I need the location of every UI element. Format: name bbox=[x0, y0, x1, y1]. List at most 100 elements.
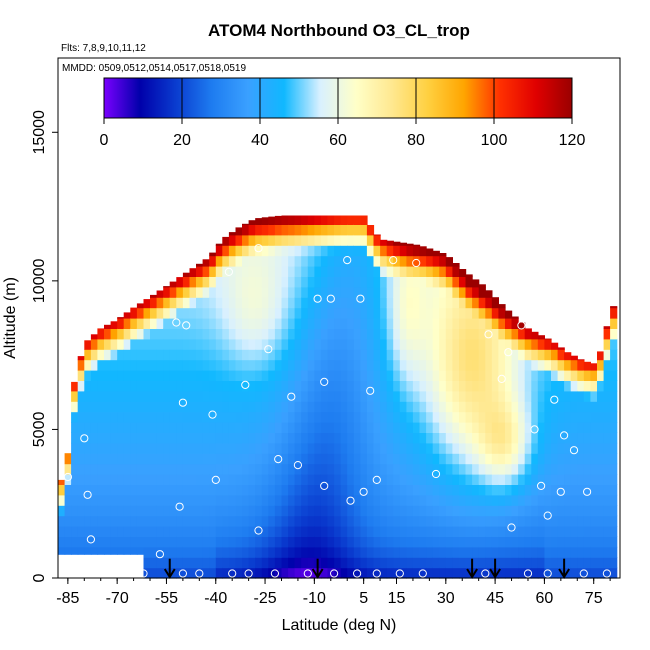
curtain-cell bbox=[360, 297, 368, 309]
curtain-cell bbox=[393, 505, 401, 517]
curtain-cell bbox=[419, 370, 427, 381]
curtain-cell bbox=[518, 546, 526, 558]
curtain-cell bbox=[281, 245, 289, 257]
curtain-cell bbox=[366, 307, 375, 319]
curtain-cell bbox=[610, 306, 618, 309]
curtain-cell bbox=[123, 359, 131, 371]
curtain-cell bbox=[412, 515, 421, 527]
curtain-cell bbox=[182, 318, 191, 329]
curtain-cell bbox=[524, 328, 532, 340]
curtain-cell bbox=[399, 307, 407, 319]
curtain-cell bbox=[498, 567, 506, 579]
curtain-cell bbox=[531, 338, 539, 350]
curtain-cell bbox=[485, 307, 493, 319]
curtain-cell bbox=[209, 307, 217, 319]
curtain-cell bbox=[176, 370, 184, 381]
curtain-cell bbox=[136, 307, 145, 319]
curtain-cell bbox=[268, 494, 276, 506]
curtain-cell bbox=[288, 370, 296, 381]
curtain-cell bbox=[84, 359, 92, 371]
curtain-cell bbox=[353, 215, 361, 225]
curtain-cell bbox=[531, 411, 539, 423]
curtain-cell bbox=[544, 349, 552, 361]
curtain-cell bbox=[570, 359, 578, 371]
curtain-cell bbox=[288, 255, 296, 267]
curtain-cell bbox=[97, 474, 105, 485]
curtain-cell bbox=[320, 297, 329, 309]
curtain-cell bbox=[406, 297, 414, 309]
curtain-cell bbox=[123, 411, 131, 423]
curtain-cell bbox=[590, 442, 598, 454]
curtain-cell bbox=[393, 276, 401, 288]
curtain-cell bbox=[432, 515, 440, 527]
sample-point bbox=[356, 294, 365, 303]
curtain-cell bbox=[597, 390, 605, 402]
curtain-cell bbox=[419, 557, 427, 569]
curtain-cell bbox=[104, 349, 112, 361]
curtain-cell bbox=[334, 224, 342, 236]
curtain-cell bbox=[235, 494, 243, 506]
curtain-cell bbox=[524, 484, 532, 496]
x-axis-label: Latitude (deg N) bbox=[282, 617, 397, 634]
curtain-cell bbox=[439, 401, 447, 413]
curtain-cell bbox=[340, 297, 348, 309]
curtain-cell bbox=[373, 536, 381, 548]
curtain-cell bbox=[189, 297, 197, 309]
curtain-cell bbox=[386, 276, 394, 288]
curtain-cell bbox=[261, 255, 269, 267]
curtain-cell bbox=[294, 266, 302, 277]
curtain-cell bbox=[274, 245, 283, 257]
curtain-cell bbox=[143, 370, 151, 381]
curtain-cell bbox=[439, 297, 447, 309]
curtain-cell bbox=[169, 338, 177, 350]
curtain-cell bbox=[360, 432, 368, 444]
curtain-cell bbox=[347, 526, 355, 537]
curtain-cell bbox=[465, 307, 473, 319]
curtain-cell bbox=[314, 276, 322, 288]
curtain-cell bbox=[64, 536, 72, 548]
curtain-cell bbox=[498, 463, 506, 475]
curtain-cell bbox=[544, 359, 552, 371]
curtain-cell bbox=[64, 474, 72, 485]
curtain-cell bbox=[169, 411, 177, 423]
curtain-cell bbox=[255, 255, 263, 267]
y-tick-label: 0 bbox=[31, 573, 48, 582]
curtain-cell bbox=[261, 442, 269, 454]
curtain-cell bbox=[610, 536, 618, 548]
curtain-cell bbox=[452, 318, 460, 329]
curtain-cell bbox=[130, 442, 138, 454]
curtain-cell bbox=[432, 453, 440, 465]
curtain-cell bbox=[268, 328, 276, 340]
curtain-cell bbox=[472, 526, 480, 537]
curtain-cell bbox=[274, 276, 283, 288]
curtain-cell bbox=[235, 349, 243, 361]
curtain-cell bbox=[136, 515, 145, 527]
curtain-cell bbox=[426, 370, 434, 381]
sample-point bbox=[178, 398, 187, 407]
curtain-cell bbox=[570, 370, 578, 381]
curtain-cell bbox=[274, 297, 283, 309]
curtain-cell bbox=[182, 453, 191, 465]
curtain-cell bbox=[228, 411, 237, 423]
curtain-cell bbox=[445, 526, 453, 537]
curtain-cell bbox=[314, 536, 322, 548]
curtain-cell bbox=[360, 380, 368, 392]
curtain-cell bbox=[307, 245, 315, 257]
curtain-cell bbox=[294, 401, 302, 413]
curtain-cell bbox=[505, 338, 513, 350]
curtain-cell bbox=[110, 442, 118, 454]
curtain-cell bbox=[123, 494, 131, 506]
curtain-cell bbox=[544, 526, 552, 537]
curtain-cell bbox=[320, 349, 329, 361]
curtain-cell bbox=[196, 422, 204, 433]
curtain-cell bbox=[189, 286, 197, 298]
curtain-cell bbox=[242, 442, 250, 454]
curtain-cell bbox=[491, 359, 499, 371]
curtain-cell bbox=[176, 380, 184, 392]
curtain-cell bbox=[340, 255, 348, 267]
curtain-cell bbox=[163, 380, 171, 392]
curtain-cell bbox=[169, 484, 177, 496]
curtain-cell bbox=[196, 297, 204, 309]
flight-arrow-head bbox=[311, 568, 324, 579]
curtain-cell bbox=[399, 505, 407, 517]
